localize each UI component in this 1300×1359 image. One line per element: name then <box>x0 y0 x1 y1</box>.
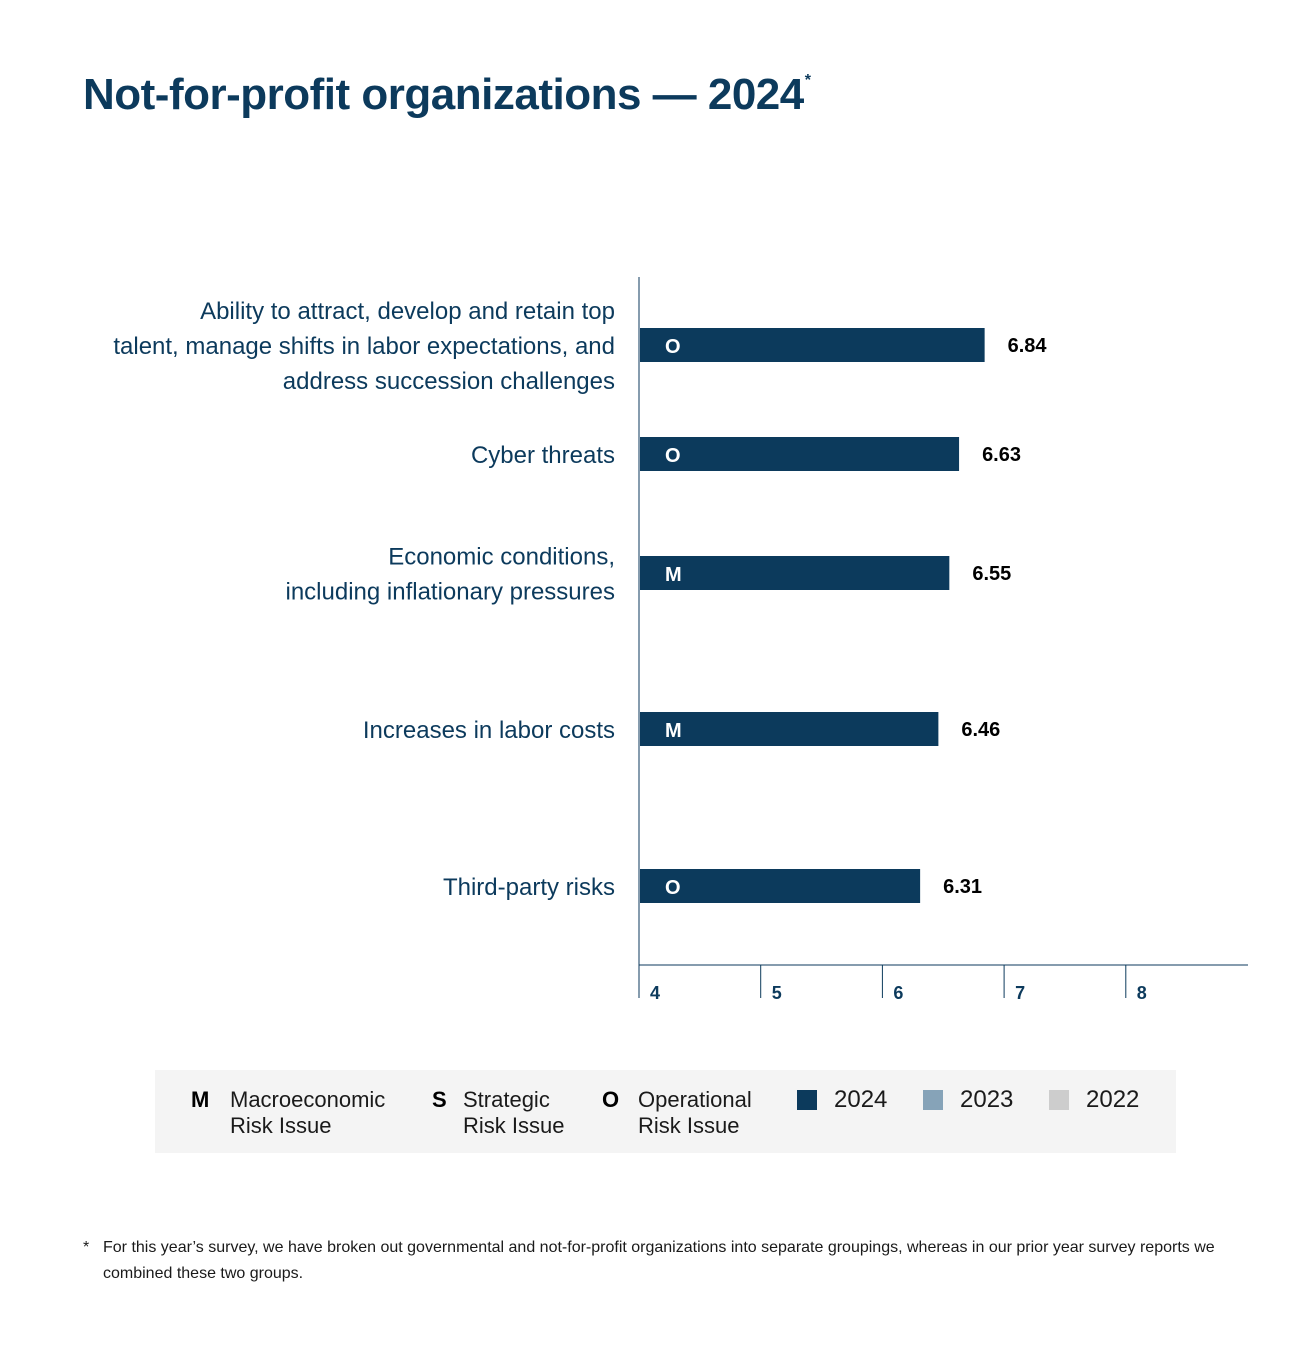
footnote-text: For this year’s survey, we have broken o… <box>103 1239 1215 1282</box>
bar-value-label-4: 6.46 <box>961 719 1000 741</box>
bar-risk-code-2: O <box>665 445 681 467</box>
bar-5 <box>640 869 921 903</box>
x-tick-label-5: 5 <box>772 983 782 1003</box>
legend-code-m: M <box>191 1087 210 1112</box>
legend-label-line2: Risk Issue <box>638 1113 740 1138</box>
category-label-1: address succession challenges <box>283 368 615 395</box>
legend-item-strategic: Strategic Risk Issue <box>463 1087 564 1139</box>
legend-item-macroeconomic: Macroeconomic Risk Issue <box>230 1087 385 1139</box>
bar-value-label-1: 6.84 <box>1008 335 1048 357</box>
bar-risk-code-5: O <box>665 877 681 899</box>
chart-title-text: Not-for-profit organizations — 2024 <box>83 70 804 119</box>
bar-1 <box>640 328 985 362</box>
x-tick-label-6: 6 <box>893 983 903 1003</box>
legend-year-2022: 2022 <box>1086 1086 1140 1113</box>
bar-4 <box>640 712 939 746</box>
legend-label-line1: Strategic <box>463 1087 550 1112</box>
chart-title: Not-for-profit organizations — 2024* <box>83 70 811 120</box>
bar-risk-code-3: M <box>665 564 682 586</box>
title-footnote-marker: * <box>804 72 811 89</box>
bar-risk-code-4: M <box>665 720 682 742</box>
category-label-5: Third-party risks <box>443 874 615 901</box>
legend: M Macroeconomic Risk Issue S Strategic R… <box>155 1070 1176 1153</box>
legend-year-2024: 2024 <box>834 1086 888 1113</box>
x-tick-label-7: 7 <box>1015 983 1025 1003</box>
category-label-1: talent, manage shifts in labor expectati… <box>113 333 615 360</box>
bar-chart: 4 5 6 7 8 O 6.84 Ability to attract, develop an… <box>113 277 1248 1003</box>
bar-3 <box>640 556 950 590</box>
category-label-1: Ability to attract, develop and retain t… <box>200 298 615 325</box>
legend-label-line1: Operational <box>638 1087 752 1112</box>
category-label-3: Economic conditions, <box>388 544 615 571</box>
category-label-4: Increases in labor costs <box>363 717 615 744</box>
legend-label-line2: Risk Issue <box>463 1113 565 1138</box>
bar-value-label-2: 6.63 <box>982 444 1021 466</box>
legend-swatch-2022 <box>1049 1090 1069 1110</box>
legend-year-2023: 2023 <box>960 1086 1014 1113</box>
x-tick-label-4: 4 <box>650 983 660 1003</box>
footnote-marker: * <box>83 1239 90 1256</box>
legend-swatch-2024 <box>797 1090 817 1110</box>
bar-value-label-3: 6.55 <box>972 563 1011 585</box>
bar-risk-code-1: O <box>665 336 681 358</box>
bar-2 <box>640 437 960 471</box>
category-label-3: including inflationary pressures <box>285 579 615 606</box>
legend-label-line2: Risk Issue <box>230 1113 332 1138</box>
x-tick-label-8: 8 <box>1137 983 1147 1003</box>
legend-item-operational: Operational Risk Issue <box>638 1087 752 1139</box>
category-label-2: Cyber threats <box>471 442 615 469</box>
legend-swatch-2023 <box>923 1090 943 1110</box>
bar-value-label-5: 6.31 <box>943 876 982 898</box>
legend-label-line1: Macroeconomic <box>230 1087 386 1112</box>
legend-code-s: S <box>432 1087 447 1112</box>
legend-code-o: O <box>602 1087 620 1112</box>
